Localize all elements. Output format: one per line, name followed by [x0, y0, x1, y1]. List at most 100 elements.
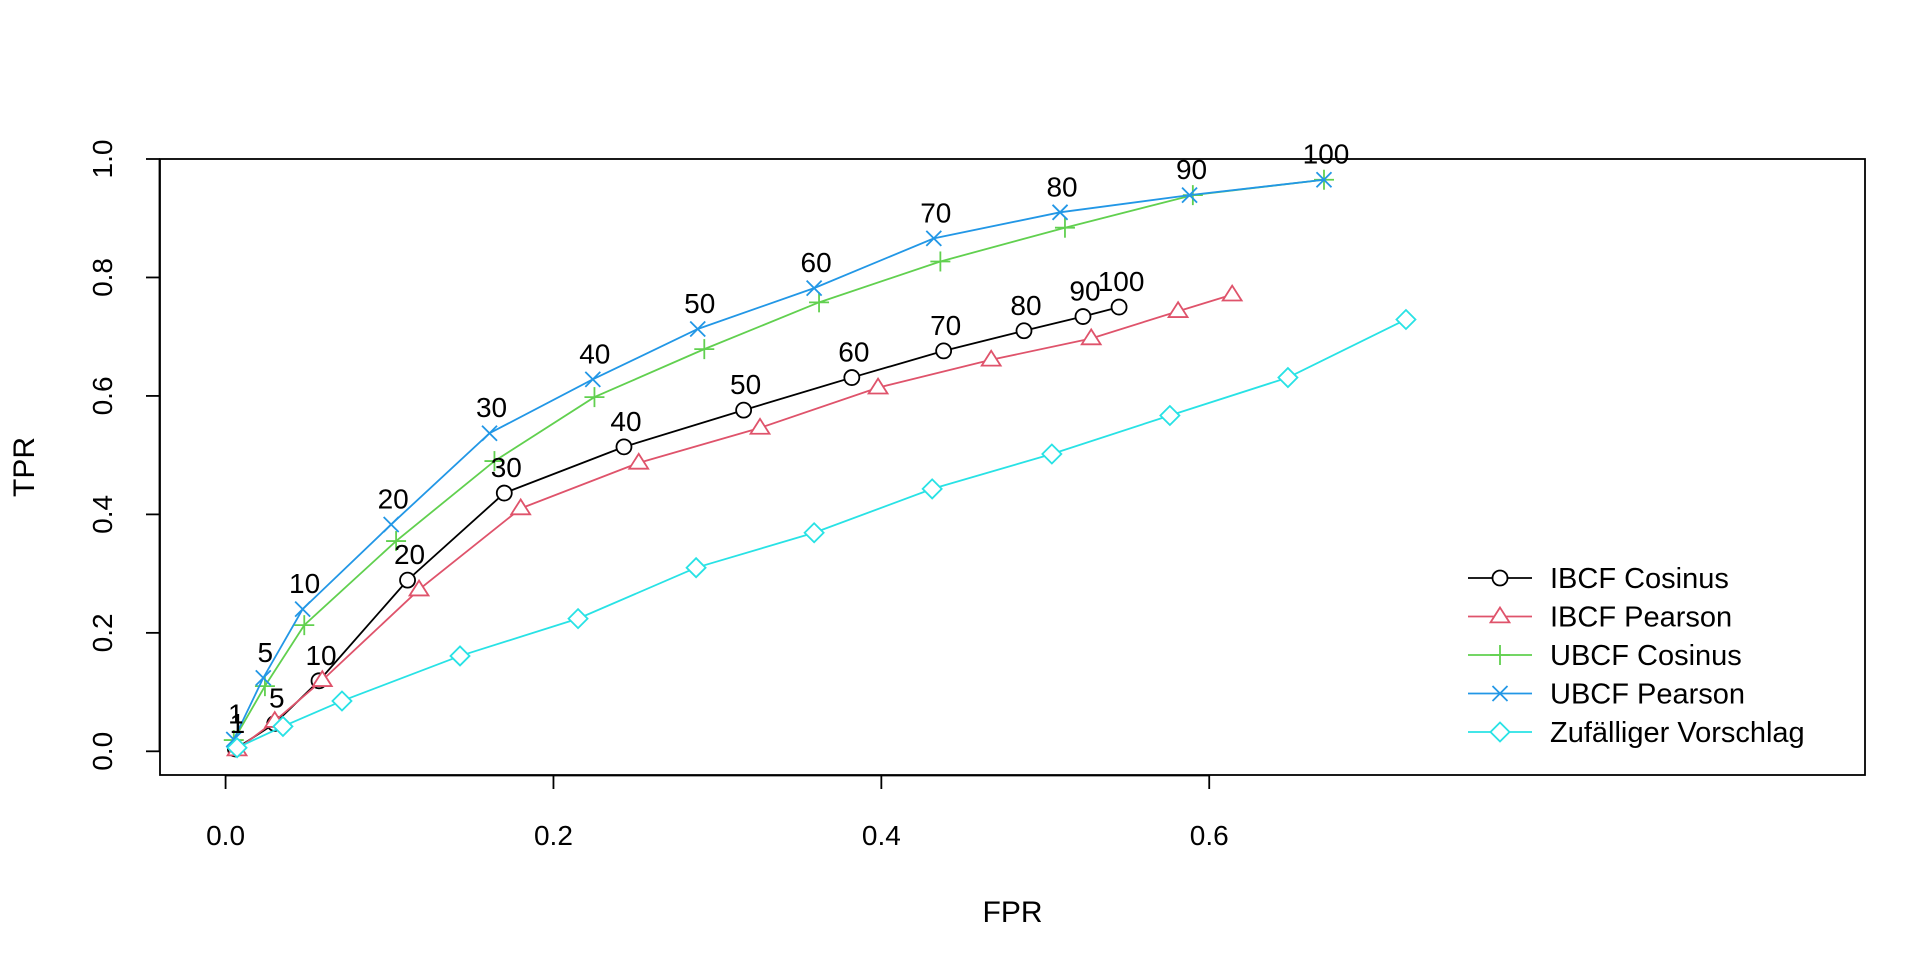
series-ibcf-pearson — [225, 283, 1244, 757]
point-label: 100 — [1303, 139, 1350, 170]
point-label: 10 — [305, 640, 336, 671]
marker-stroke — [1181, 186, 1198, 204]
point-label: 80 — [1046, 171, 1077, 202]
legend: IBCF Cosinus IBCF Pearson UBCF Cosinus UBCF… — [1468, 563, 1805, 749]
data-point — [294, 615, 315, 636]
data-point — [1221, 283, 1244, 302]
data-point — [930, 251, 951, 272]
data-point — [481, 425, 498, 442]
data-point — [584, 387, 605, 408]
point-label: 60 — [801, 247, 832, 278]
point-label: 30 — [491, 452, 522, 483]
y-axis: 0.0 0.2 0.4 0.6 0.8 1.0 — [87, 140, 161, 771]
y-axis-title: TPR — [8, 437, 41, 497]
y-tick-label: 1.0 — [87, 140, 118, 179]
data-point — [1395, 308, 1417, 331]
point-label: 1 — [228, 698, 244, 729]
point-label: 10 — [289, 568, 320, 599]
x-axis: 0.0 0.2 0.4 0.6 — [206, 774, 1229, 851]
series-line — [232, 178, 1325, 741]
data-point — [689, 320, 706, 338]
data-point — [331, 690, 353, 712]
y-tick-label: 0.6 — [87, 376, 118, 415]
series-line — [232, 178, 1325, 740]
data-point — [1491, 685, 1509, 702]
legend-item: UBCF Cosinus — [1468, 640, 1742, 672]
data-point — [935, 342, 953, 360]
x-tick-label: 0.4 — [862, 820, 901, 851]
point-label: 50 — [730, 369, 761, 400]
data-point — [1489, 721, 1511, 743]
data-point — [921, 478, 943, 500]
x-tick-label: 0.0 — [206, 820, 245, 851]
data-point — [1181, 186, 1198, 204]
point-label: 70 — [930, 310, 961, 341]
data-point — [694, 339, 715, 360]
y-tick-label: 0.2 — [87, 613, 118, 652]
data-point — [1315, 171, 1333, 188]
data-point — [1488, 605, 1512, 624]
y-tick-label: 0.4 — [87, 495, 118, 534]
data-point — [226, 736, 248, 759]
point-label: 40 — [610, 406, 641, 437]
marker-stroke — [1051, 204, 1069, 221]
point-label: 90 — [1176, 154, 1207, 185]
series-zuf-lliger-vorschlag — [226, 308, 1417, 759]
x-tick-label: 0.2 — [534, 820, 573, 851]
data-point — [255, 669, 272, 686]
marker-stroke — [255, 669, 272, 686]
data-point — [1074, 308, 1092, 325]
x-tick-label: 0.6 — [1190, 820, 1229, 851]
legend-label: IBCF Cosinus — [1550, 563, 1729, 595]
point-label: 1 — [230, 708, 246, 739]
series-ubcf-pearson — [225, 171, 1333, 748]
data-point — [399, 571, 416, 589]
data-point — [843, 369, 861, 386]
data-point — [866, 376, 890, 395]
legend-item: IBCF Pearson — [1468, 602, 1732, 634]
data-point — [805, 279, 823, 297]
point-label: 60 — [838, 337, 869, 368]
data-point — [1110, 298, 1128, 316]
point-label: 50 — [684, 288, 715, 319]
point-label: 5 — [269, 682, 285, 713]
marker-stroke — [294, 601, 311, 618]
data-point — [735, 401, 753, 419]
legend-label: Zufälliger Vorschlag — [1550, 717, 1805, 749]
point-label: 80 — [1010, 290, 1041, 321]
data-point — [386, 531, 407, 552]
legend-item: IBCF Cosinus — [1468, 563, 1729, 595]
marker-stroke — [225, 731, 242, 748]
point-label: 70 — [920, 197, 951, 228]
data-point — [803, 521, 825, 544]
data-point — [1490, 645, 1510, 665]
marker-stroke — [925, 230, 942, 247]
series-line — [236, 293, 1233, 751]
point-label: 20 — [394, 539, 425, 570]
legend-item: Zufälliger Vorschlag — [1468, 717, 1805, 749]
data-point — [1051, 204, 1069, 221]
data-point — [1166, 300, 1190, 318]
data-point — [1491, 569, 1509, 587]
data-point — [567, 607, 589, 630]
legend-label: UBCF Cosinus — [1550, 640, 1742, 672]
data-point — [627, 452, 650, 470]
legend-label: UBCF Pearson — [1550, 679, 1745, 711]
marker-stroke — [805, 279, 823, 297]
series-line — [234, 306, 1120, 750]
data-point — [1277, 366, 1299, 389]
series-layer — [223, 169, 1417, 759]
marker-stroke — [481, 425, 498, 442]
data-point — [685, 556, 707, 579]
data-point — [272, 715, 294, 738]
data-point — [748, 417, 772, 435]
x-axis-title: FPR — [983, 896, 1043, 929]
marker-stroke — [383, 516, 400, 533]
data-point — [1054, 217, 1075, 238]
data-point — [1015, 322, 1033, 340]
point-label: 100 — [1098, 266, 1145, 297]
data-point — [383, 516, 400, 533]
data-point — [980, 349, 1003, 367]
data-point — [449, 645, 471, 667]
